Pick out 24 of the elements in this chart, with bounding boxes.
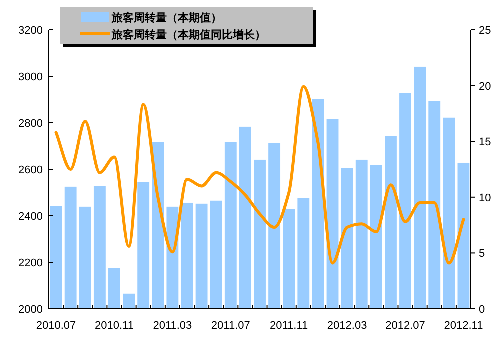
y-tick-label: 2800 [18, 118, 43, 130]
y2-tick-label: 0 [479, 304, 486, 316]
y2-tick-label: 5 [479, 248, 486, 260]
x-tick-label: 2011.07 [211, 320, 250, 332]
y2-tick-label: 20 [479, 80, 492, 93]
y-tick-label: 2400 [18, 211, 43, 223]
x-tick-label: 2010.11 [95, 320, 134, 332]
line-series [54, 85, 466, 265]
x-tick-label: 2011.11 [270, 320, 308, 332]
x-tick-label: 2010.07 [36, 320, 76, 332]
y-tick-label: 3000 [18, 72, 43, 84]
y2-tick-label: 10 [479, 192, 492, 204]
y-tick-label: 2600 [18, 164, 43, 176]
y2-tick-label: 15 [479, 136, 492, 149]
y2-tick-label: 25 [479, 25, 492, 37]
x-tick-label: 2012.11 [444, 320, 484, 332]
x-tick-label: 2011.03 [153, 320, 192, 332]
y-tick-label: 2000 [18, 304, 43, 316]
y-tick-label: 3200 [18, 25, 43, 37]
x-tick-label: 2012.07 [386, 320, 426, 332]
y-tick-label: 2200 [18, 258, 43, 270]
legend-label: 旅客周转量（本期值） [111, 12, 222, 24]
legend-label: 旅客周转量（本期值同比增长） [111, 28, 266, 42]
x-tick-label: 2012.03 [327, 320, 368, 332]
